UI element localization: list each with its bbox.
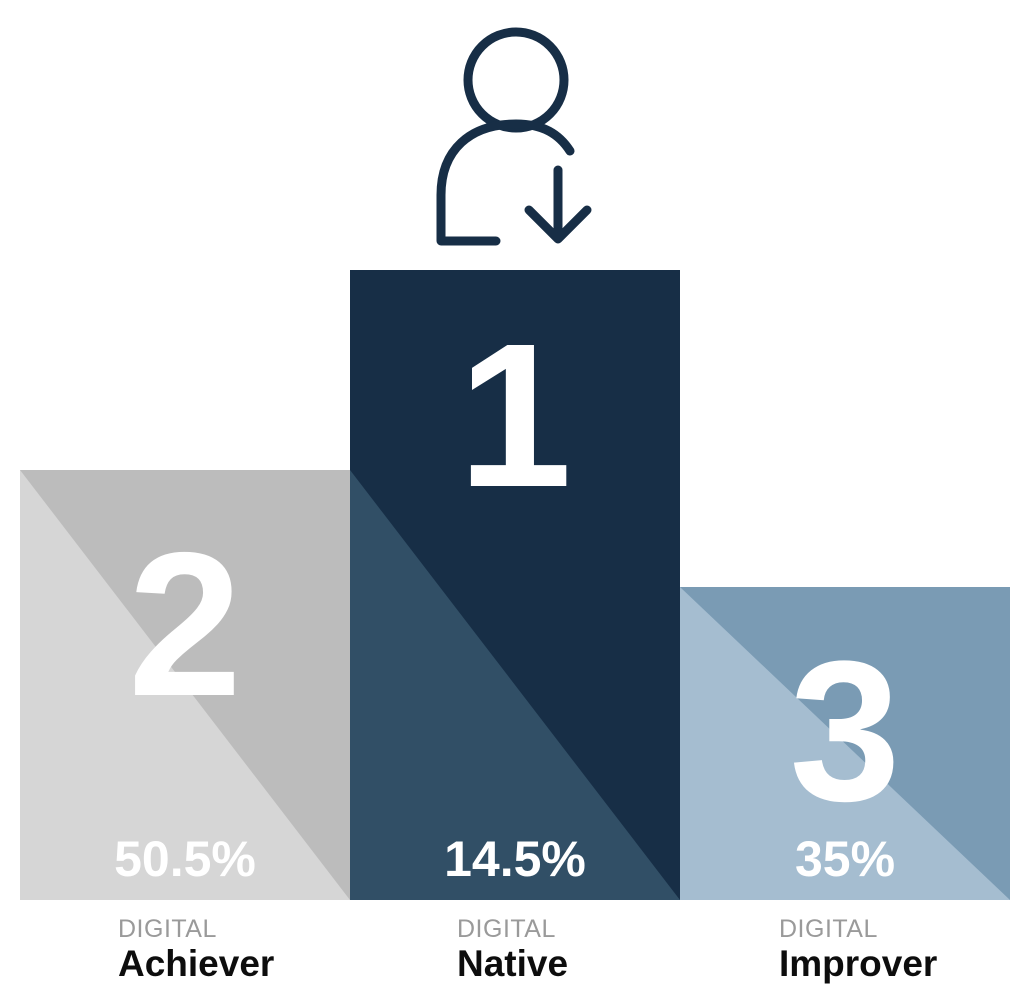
caption-name-native: Native xyxy=(457,943,569,984)
caption-prefix-achiever: DIGITAL xyxy=(118,915,217,943)
podium-shade-native xyxy=(350,470,680,900)
caption-achiever: DIGITAL Achiever xyxy=(118,914,448,984)
percent-label-native: 14.5% xyxy=(444,831,586,887)
user-download-icon xyxy=(436,27,592,246)
caption-name-achiever: Achiever xyxy=(118,943,275,984)
podium-block-achiever: 2 50.5% xyxy=(20,470,350,900)
rank-number-achiever: 2 xyxy=(127,510,242,739)
podium-shade-achiever xyxy=(20,470,350,900)
percent-label-achiever: 50.5% xyxy=(114,831,256,887)
podium-block-native: 1 14.5% xyxy=(350,270,680,900)
percent-label-improver: 35% xyxy=(794,831,896,887)
caption-prefix-improver: DIGITAL xyxy=(779,915,878,943)
caption-name-improver: Improver xyxy=(779,943,938,984)
caption-improver: DIGITAL Improver xyxy=(779,914,1025,984)
caption-prefix-native: DIGITAL xyxy=(457,915,556,943)
caption-native: DIGITAL Native xyxy=(457,914,787,984)
podium-shade-improver xyxy=(680,587,1010,900)
rank-number-improver: 3 xyxy=(789,620,901,843)
podium-block-improver: 3 35% xyxy=(680,587,1010,900)
rank-number-native: 1 xyxy=(457,301,572,530)
